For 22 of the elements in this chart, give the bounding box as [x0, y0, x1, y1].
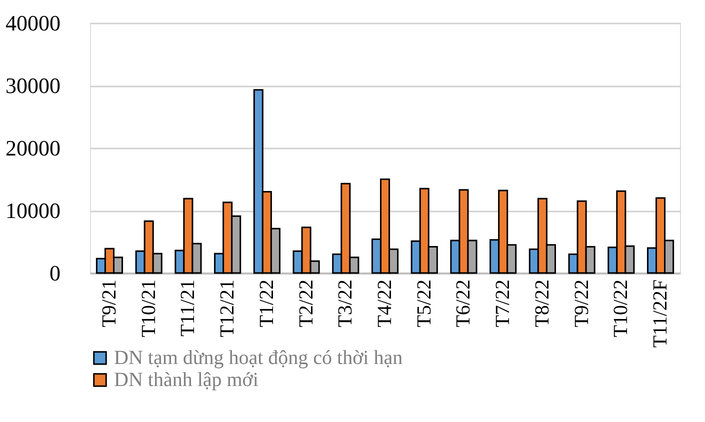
- x-tick-label: T3/22: [334, 280, 357, 328]
- x-tick-label: T5/22: [413, 280, 436, 328]
- x-tick-label: T7/22: [492, 280, 514, 328]
- x-tick-label: T1/22: [256, 280, 278, 328]
- x-tick-label: T9/21: [98, 280, 120, 328]
- legend-label: DN tạm dừng hoạt động có thời hạn: [114, 347, 403, 369]
- x-tick-label: T2/22: [295, 280, 318, 328]
- x-tick-label: T9/22: [570, 280, 593, 328]
- x-tick-label: T6/22: [452, 280, 475, 328]
- y-tick-label: 20000: [6, 136, 60, 160]
- x-tick-label: T12/21: [216, 280, 239, 338]
- x-tick-label: T11/22F: [650, 280, 672, 348]
- y-tick-label: 0: [50, 260, 60, 286]
- x-tick-label: T10/21: [138, 280, 160, 338]
- legend-label: DN thành lập mới: [114, 369, 259, 391]
- x-tick-label: T8/22: [531, 280, 554, 328]
- y-tick-label: 10000: [6, 198, 60, 223]
- x-tick-label: T4/22: [374, 280, 396, 328]
- y-tick-label: 30000: [6, 73, 60, 98]
- x-tick-label: T11/21: [177, 280, 200, 337]
- x-tick-label: T10/22: [610, 280, 632, 338]
- y-tick-label: 40000: [6, 10, 60, 36]
